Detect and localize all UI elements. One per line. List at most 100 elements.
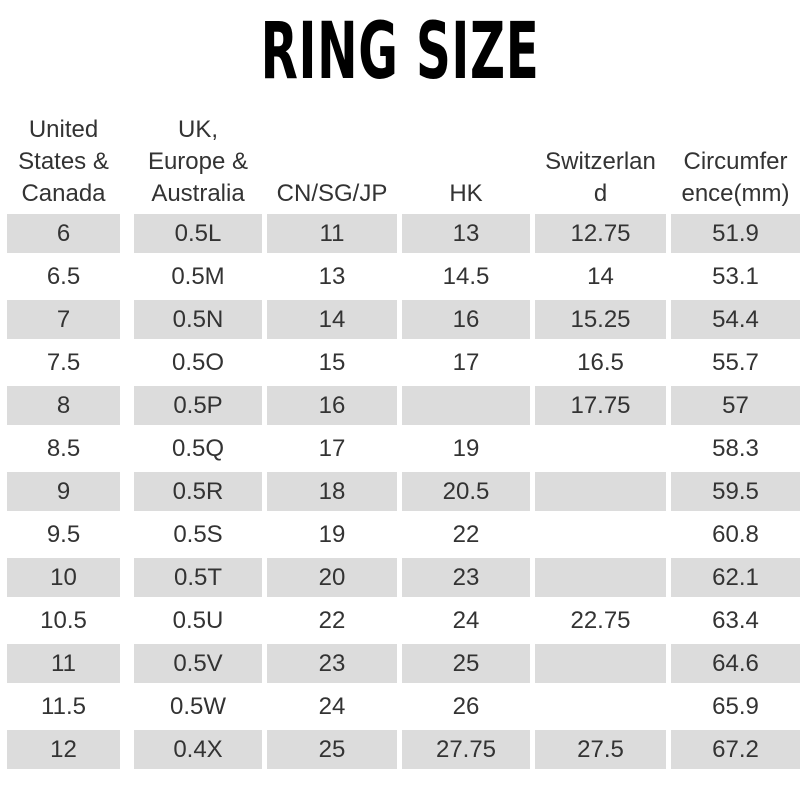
hk-cell: 22: [452, 521, 480, 548]
circumference-cell: 62.1: [671, 558, 800, 597]
uk-europe-australia-cell: 0.4X: [134, 730, 262, 769]
cn-sg-jp-cell: 13: [318, 263, 346, 290]
switzerland-cell: 17.75: [535, 386, 666, 425]
table-row: 11 0.5V 23 25 64.6: [0, 642, 800, 685]
circumference-cell: 58.3: [712, 435, 759, 462]
uk-europe-australia-cell: 0.5W: [169, 693, 226, 720]
column-header-uk-europe-australia: UK, Europe & Australia: [147, 116, 249, 207]
circumference-cell: 57: [671, 386, 800, 425]
switzerland-cell: 12.75: [535, 214, 666, 253]
uk-europe-australia-cell: 0.5N: [134, 300, 262, 339]
column-header-circumference: Circumfer ence(mm): [681, 148, 790, 207]
column-header-hk: HK: [449, 180, 483, 207]
hk-cell: 27.75: [402, 730, 530, 769]
circumference-cell: 65.9: [712, 693, 759, 720]
table-header: United States & Canada UK, Europe & Aust…: [0, 108, 800, 210]
us-canada-cell: 9: [7, 472, 120, 511]
hk-cell: 14.5: [442, 263, 490, 290]
circumference-cell: 59.5: [671, 472, 800, 511]
circumference-cell: 60.8: [712, 521, 759, 548]
switzerland-cell: [535, 515, 666, 554]
uk-europe-australia-cell: 0.5R: [134, 472, 262, 511]
us-canada-cell: 12: [7, 730, 120, 769]
circumference-cell: 53.1: [712, 263, 759, 290]
switzerland-cell: [535, 429, 666, 468]
uk-europe-australia-cell: 0.5U: [172, 607, 224, 634]
us-canada-cell: 8: [7, 386, 120, 425]
hk-cell: 13: [402, 214, 530, 253]
page-title: RING SIZE: [260, 7, 540, 97]
hk-cell: 24: [452, 607, 480, 634]
cn-sg-jp-cell: 15: [318, 349, 346, 376]
table-row: 9 0.5R 18 20.5 59.5: [0, 470, 800, 513]
column-header-us-canada: United States & Canada: [18, 116, 109, 207]
cn-sg-jp-cell: 22: [318, 607, 346, 634]
hk-cell: 25: [402, 644, 530, 683]
switzerland-cell: [535, 644, 666, 683]
hk-cell: 23: [402, 558, 530, 597]
cn-sg-jp-cell: 17: [318, 435, 346, 462]
switzerland-cell: 27.5: [535, 730, 666, 769]
cn-sg-jp-cell: 20: [267, 558, 397, 597]
us-canada-cell: 11: [7, 644, 120, 683]
hk-cell: 16: [402, 300, 530, 339]
cn-sg-jp-cell: 11: [267, 214, 397, 253]
column-header-cn-sg-jp: CN/SG/JP: [276, 180, 388, 207]
table-row: 6.5 0.5M 13 14.5 14 53.1: [0, 255, 800, 298]
switzerland-cell: 16.5: [577, 349, 624, 376]
switzerland-cell: [535, 472, 666, 511]
cn-sg-jp-cell: 23: [267, 644, 397, 683]
uk-europe-australia-cell: 0.5P: [134, 386, 262, 425]
table-row: 8.5 0.5Q 17 19 58.3: [0, 427, 800, 470]
switzerland-cell: [535, 558, 666, 597]
table-row: 7.5 0.5O 15 17 16.5 55.7: [0, 341, 800, 384]
circumference-cell: 51.9: [671, 214, 800, 253]
uk-europe-australia-cell: 0.5L: [134, 214, 262, 253]
us-canada-cell: 11.5: [41, 693, 86, 720]
hk-cell: 20.5: [402, 472, 530, 511]
table-row: 10 0.5T 20 23 62.1: [0, 556, 800, 599]
table-row: 8 0.5P 16 17.75 57: [0, 384, 800, 427]
table-row: 10.5 0.5U 22 24 22.75 63.4: [0, 599, 800, 642]
circumference-cell: 63.4: [712, 607, 759, 634]
cn-sg-jp-cell: 14: [267, 300, 397, 339]
hk-cell: 17: [452, 349, 480, 376]
switzerland-cell: 22.75: [570, 607, 631, 634]
us-canada-cell: 6.5: [46, 263, 81, 290]
us-canada-cell: 8.5: [46, 435, 81, 462]
table-row: 7 0.5N 14 16 15.25 54.4: [0, 298, 800, 341]
column-header-switzerland: Switzerlan d: [545, 148, 656, 207]
uk-europe-australia-cell: 0.5S: [173, 521, 223, 548]
cn-sg-jp-cell: 19: [318, 521, 346, 548]
uk-europe-australia-cell: 0.5V: [134, 644, 262, 683]
uk-europe-australia-cell: 0.5O: [171, 349, 225, 376]
table-row: 6 0.5L 11 13 12.75 51.9: [0, 212, 800, 255]
circumference-cell: 55.7: [712, 349, 759, 376]
cn-sg-jp-cell: 16: [267, 386, 397, 425]
us-canada-cell: 10: [7, 558, 120, 597]
us-canada-cell: 7.5: [46, 349, 81, 376]
table-row: 11.5 0.5W 24 26 65.9: [0, 685, 800, 728]
table-row: 9.5 0.5S 19 22 60.8: [0, 513, 800, 556]
table-row: 12 0.4X 25 27.75 27.5 67.2: [0, 728, 800, 771]
uk-europe-australia-cell: 0.5T: [134, 558, 262, 597]
switzerland-cell: 14: [587, 263, 614, 290]
us-canada-cell: 10.5: [40, 607, 87, 634]
switzerland-cell: 15.25: [535, 300, 666, 339]
switzerland-cell: [535, 687, 666, 726]
hk-cell: [402, 386, 530, 425]
hk-cell: 19: [452, 435, 480, 462]
us-canada-cell: 7: [7, 300, 120, 339]
circumference-cell: 64.6: [671, 644, 800, 683]
us-canada-cell: 6: [7, 214, 120, 253]
cn-sg-jp-cell: 25: [267, 730, 397, 769]
cn-sg-jp-cell: 24: [318, 693, 346, 720]
circumference-cell: 54.4: [671, 300, 800, 339]
cn-sg-jp-cell: 18: [267, 472, 397, 511]
hk-cell: 26: [452, 693, 480, 720]
us-canada-cell: 9.5: [46, 521, 81, 548]
circumference-cell: 67.2: [671, 730, 800, 769]
uk-europe-australia-cell: 0.5M: [171, 263, 225, 290]
table-body: 6 0.5L 11 13 12.75 51.9 6.5 0.5M 13 14.5 14 53.1 7 0.…: [0, 212, 800, 771]
